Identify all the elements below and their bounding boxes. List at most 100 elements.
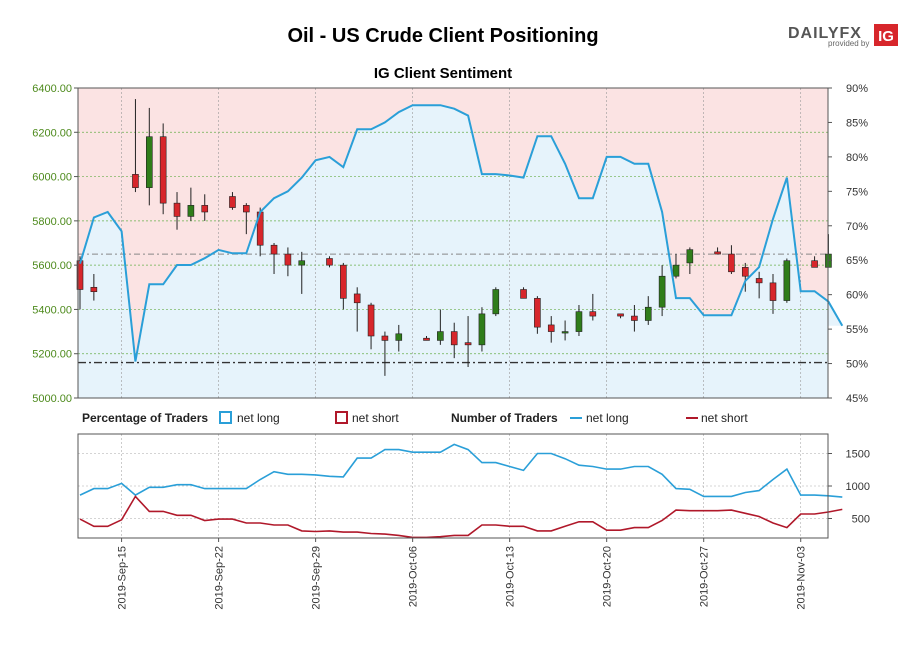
candle-body (520, 289, 527, 299)
candle-body (561, 331, 569, 334)
candle (741, 262, 749, 292)
candle-body (658, 275, 666, 308)
candle (229, 192, 236, 210)
candle-body (284, 253, 292, 266)
candle-body (728, 253, 735, 273)
candle-body (367, 304, 375, 337)
net-long-count-line (79, 443, 843, 498)
candle-body (644, 306, 652, 321)
date-tick-label: 2019-Oct-20 (602, 546, 614, 607)
price-axis: 6400.00 6200.00 6000.00 5800.00 5600.00 5400.… (32, 83, 78, 405)
candle (90, 274, 98, 301)
candle (464, 316, 472, 367)
candle (672, 254, 680, 279)
candle (686, 247, 694, 274)
candle (769, 274, 777, 314)
candle (534, 296, 541, 334)
candle (270, 243, 278, 274)
candle-body (270, 244, 278, 255)
candle (243, 203, 250, 235)
brand-provided-by: provided by (828, 39, 869, 48)
legend-percentage-label: Percentage of Traders (82, 411, 208, 425)
brand-name: DAILYFX (788, 25, 862, 42)
legend-num-long-label: net long (586, 411, 629, 425)
count-tick-label: 1000 (846, 481, 870, 493)
candle (811, 256, 818, 268)
candle (492, 287, 500, 317)
candle-body (90, 286, 98, 293)
pct-tick-label: 85% (846, 117, 868, 129)
pct-tick-label: 80% (846, 152, 868, 164)
candle (437, 309, 444, 345)
candle-body (672, 264, 680, 277)
candle (395, 324, 403, 352)
candle-body (631, 315, 638, 321)
candle-body (243, 205, 250, 213)
net-short-count-line (79, 495, 843, 539)
candle-body (187, 205, 195, 217)
price-tick-label: 6400.00 (32, 83, 72, 95)
candle-body (395, 333, 403, 341)
price-tick-label: 5000.00 (32, 393, 72, 405)
upper-frame (77, 87, 829, 399)
candle-body (326, 258, 333, 266)
legend-pct-short-label: net short (352, 411, 399, 425)
ig-badge-label: IG (878, 28, 894, 45)
candle-body (534, 298, 541, 328)
candle (450, 322, 458, 359)
candle-body (340, 264, 347, 299)
lower-grid (78, 434, 828, 538)
candle (617, 313, 624, 319)
pct-tick-label: 75% (846, 186, 868, 198)
candle (201, 194, 209, 221)
candle-body (478, 313, 486, 346)
candle (159, 123, 167, 215)
candle (755, 271, 763, 299)
pct-tick-label: 70% (846, 221, 868, 233)
candle-body (492, 289, 500, 315)
candle-body (714, 251, 721, 255)
chart-title: Oil - US Crude Client Positioning (287, 25, 598, 47)
price-tick-label: 6200.00 (32, 127, 72, 139)
candle-body (450, 331, 458, 346)
candle (478, 307, 486, 352)
candle-body (547, 324, 555, 332)
pct-tick-label: 90% (846, 83, 868, 95)
candle (520, 287, 527, 299)
candle (353, 287, 361, 332)
candle (326, 256, 333, 268)
candle (547, 316, 555, 343)
ig-badge (874, 24, 898, 46)
candle (589, 293, 597, 321)
candles (76, 99, 832, 376)
candle (173, 192, 181, 230)
pct-tick-label: 65% (846, 255, 868, 267)
count-axis: 1500 1000 500 (828, 449, 870, 526)
candle (340, 262, 347, 310)
price-tick-label: 5600.00 (32, 260, 72, 272)
price-tick-label: 5800.00 (32, 216, 72, 228)
candle-body (741, 267, 749, 277)
price-tick-label: 5200.00 (32, 349, 72, 361)
candle-body (381, 335, 389, 341)
candle-body (159, 136, 167, 204)
date-tick-label: 2019-Nov-03 (796, 546, 808, 610)
candle (658, 265, 666, 317)
candle-body (201, 205, 209, 213)
percent-axis: 90% 85% 80% 75% 70% 65% 60% 55% 50% 45% (828, 83, 868, 405)
candle (728, 245, 735, 274)
date-axis: 2019-Sep-15 2019-Sep-22 2019-Sep-29 2019-Oc… (117, 538, 808, 610)
candle-body (575, 311, 583, 332)
candle (284, 247, 292, 277)
count-tick-label: 1500 (846, 449, 870, 461)
candle-body (769, 282, 777, 301)
price-tick-label: 6000.00 (32, 172, 72, 184)
legend-pct-short-swatch (335, 411, 348, 424)
candle (644, 296, 652, 325)
candle-body (437, 331, 444, 341)
candle-body (423, 337, 430, 341)
candle-body (755, 278, 763, 284)
legend: Percentage of Traders net long net short… (82, 411, 748, 425)
count-tick-label: 500 (852, 514, 870, 526)
